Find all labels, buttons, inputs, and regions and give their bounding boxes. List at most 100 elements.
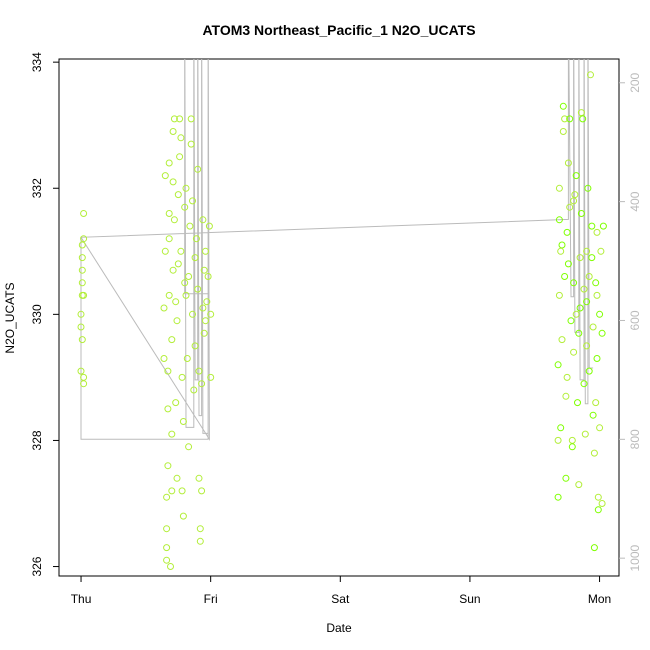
x-tick-label: Sun (459, 592, 480, 606)
x-axis: Thu Fri Sat Sun Mon (71, 576, 611, 606)
data-point (165, 235, 173, 243)
data-point (187, 115, 195, 123)
y-axis-label: N2O_UCATS (3, 282, 17, 353)
data-point (182, 291, 190, 299)
data-point (202, 317, 209, 325)
data-point (554, 436, 562, 444)
data-point (555, 216, 563, 224)
y2-tick-label: 200 (628, 72, 642, 92)
data-point (190, 386, 198, 394)
data-point (176, 115, 184, 123)
data-point (575, 481, 583, 489)
x-axis-label: Date (326, 621, 352, 635)
data-point (165, 159, 173, 167)
data-point (570, 348, 578, 356)
data-point (588, 222, 596, 230)
data-point (202, 247, 209, 255)
data-point (570, 279, 578, 287)
data-point (194, 285, 202, 293)
data-point (563, 228, 571, 236)
data-point (179, 418, 187, 425)
data-point (585, 367, 593, 375)
data-point (172, 399, 180, 407)
data-point (577, 109, 585, 117)
data-point (587, 71, 594, 79)
data-point (579, 115, 587, 123)
data-point (584, 184, 592, 192)
data-point (593, 228, 601, 236)
y2-axis: 200 400 600 800 1000 (619, 72, 642, 572)
data-point (185, 273, 193, 280)
y-axis: 326 328 330 332 334 (30, 52, 59, 577)
data-point (160, 304, 168, 312)
data-point (568, 436, 576, 444)
data-point (189, 310, 196, 318)
data-point (192, 235, 200, 243)
data-point (164, 405, 172, 413)
data-point (207, 373, 215, 381)
data-point (564, 159, 572, 167)
data-point (77, 367, 85, 375)
data-point (580, 285, 588, 293)
data-point (174, 191, 182, 199)
data-point (165, 291, 173, 299)
data-point (566, 115, 574, 123)
data-point (583, 247, 591, 255)
data-point (163, 493, 171, 501)
data-point (555, 291, 563, 299)
plot-frame (58, 58, 620, 577)
data-point (177, 247, 185, 255)
data-point (566, 203, 574, 211)
data-point (580, 380, 588, 388)
data-point (554, 361, 562, 369)
y-tick-label: 330 (30, 304, 44, 324)
data-point (198, 487, 206, 495)
data-point (169, 128, 177, 135)
data-point (559, 102, 567, 110)
data-point (570, 197, 578, 205)
x-tick-label: Fri (204, 592, 218, 606)
data-point (173, 317, 181, 325)
data-point (178, 487, 186, 495)
data-point (588, 254, 596, 262)
data-point (557, 424, 565, 432)
y2-tick-label: 600 (628, 310, 642, 330)
data-point (181, 203, 189, 211)
data-point (583, 298, 591, 306)
data-point (581, 430, 589, 438)
data-point (179, 512, 187, 520)
data-point (176, 153, 184, 161)
data-point (596, 424, 604, 432)
data-point (191, 342, 199, 350)
data-point (559, 128, 567, 135)
data-point (161, 172, 169, 180)
data-point (182, 184, 190, 192)
data-point (593, 355, 601, 362)
data-point (571, 191, 579, 199)
data-point (590, 449, 598, 457)
altitude-trace-layer (80, 59, 594, 442)
data-point (574, 399, 581, 407)
data-point (167, 563, 174, 570)
data-point (187, 140, 195, 148)
x-tick-label: Sat (331, 592, 350, 606)
data-point (191, 254, 199, 262)
data-point (195, 474, 203, 482)
data-point (80, 380, 88, 388)
data-point (561, 273, 569, 280)
data-point (196, 525, 204, 533)
data-point (170, 115, 178, 123)
data-point (594, 493, 602, 501)
data-point (558, 241, 566, 249)
data-point (78, 279, 86, 287)
data-point (557, 247, 565, 255)
data-point (200, 329, 208, 337)
data-point (598, 329, 606, 337)
data-point (558, 336, 566, 344)
data-point (178, 373, 186, 381)
data-point (592, 399, 600, 407)
data-point (575, 329, 583, 337)
y-tick-label: 328 (30, 430, 44, 450)
y-tick-label: 326 (30, 556, 44, 576)
